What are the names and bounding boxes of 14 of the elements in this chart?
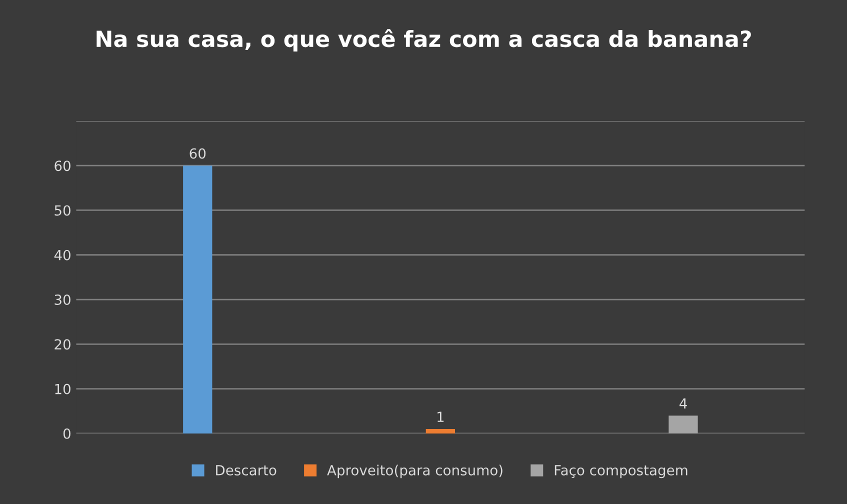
y-tick-label: 0 — [63, 428, 70, 439]
legend-label: Descarto — [216, 465, 276, 476]
y-tick-label: 50 — [54, 205, 70, 216]
legend-label: Aproveito(para consumo) — [327, 464, 502, 478]
data-label: 60 — [190, 148, 206, 159]
data-label: 4 — [680, 398, 687, 409]
y-tick-label: 20 — [54, 339, 70, 350]
y-tick-label: 40 — [54, 250, 70, 260]
y-tick-label: 30 — [54, 294, 70, 305]
data-label: 1 — [438, 412, 444, 422]
y-tick-label: 60 — [54, 160, 70, 172]
chart-title: Na sua casa, o que você faz com a casca da banana? — [96, 29, 751, 52]
legend-label: Faço compostagem — [554, 465, 688, 478]
y-tick-label: 10 — [55, 384, 70, 394]
